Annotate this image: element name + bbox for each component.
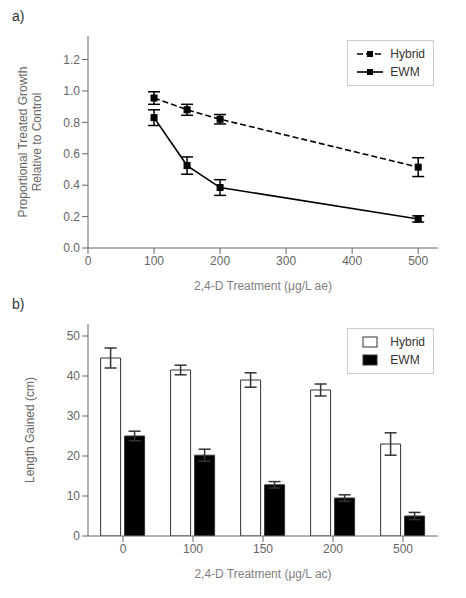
svg-text:50: 50 bbox=[67, 329, 81, 343]
html-text:Hybrid: Hybrid bbox=[390, 335, 425, 349]
svg-text:500: 500 bbox=[408, 254, 428, 268]
svg-text:2,4-D Treatment (μg/L ae): 2,4-D Treatment (μg/L ae) bbox=[194, 279, 332, 293]
html-text:b): b) bbox=[12, 296, 25, 312]
svg-text:300: 300 bbox=[276, 254, 296, 268]
svg-text:0.6: 0.6 bbox=[63, 147, 80, 161]
html-text:EWM: EWM bbox=[390, 353, 420, 367]
svg-text:200: 200 bbox=[210, 254, 230, 268]
svg-text:Length Gained (cm): Length Gained (cm) bbox=[23, 377, 37, 483]
svg-text:400: 400 bbox=[342, 254, 362, 268]
svg-text:500: 500 bbox=[393, 542, 413, 556]
svg-text:Proportional Treated GrowthRel: Proportional Treated GrowthRelative to C… bbox=[16, 67, 44, 218]
html-text:a): a) bbox=[12, 8, 25, 24]
svg-text:0: 0 bbox=[120, 542, 127, 556]
svg-text:0: 0 bbox=[85, 254, 92, 268]
svg-text:200: 200 bbox=[323, 542, 343, 556]
svg-text:2,4-D Treatment (μg/L ac): 2,4-D Treatment (μg/L ac) bbox=[194, 567, 331, 581]
svg-text:1.0: 1.0 bbox=[63, 84, 80, 98]
svg-text:10: 10 bbox=[67, 489, 81, 503]
svg-text:40: 40 bbox=[67, 369, 81, 383]
html-text:EWM: EWM bbox=[390, 65, 420, 79]
html-text:Hybrid: Hybrid bbox=[390, 47, 425, 61]
svg-text:30: 30 bbox=[67, 409, 81, 423]
svg-text:0.2: 0.2 bbox=[63, 210, 80, 224]
svg-text:100: 100 bbox=[144, 254, 164, 268]
svg-text:20: 20 bbox=[67, 449, 81, 463]
svg-text:100: 100 bbox=[183, 542, 203, 556]
svg-text:0.0: 0.0 bbox=[63, 241, 80, 255]
svg-text:1.2: 1.2 bbox=[63, 53, 80, 67]
svg-text:0: 0 bbox=[73, 529, 80, 543]
svg-text:150: 150 bbox=[253, 542, 273, 556]
svg-text:0.8: 0.8 bbox=[63, 116, 80, 130]
svg-text:0.4: 0.4 bbox=[63, 178, 80, 192]
